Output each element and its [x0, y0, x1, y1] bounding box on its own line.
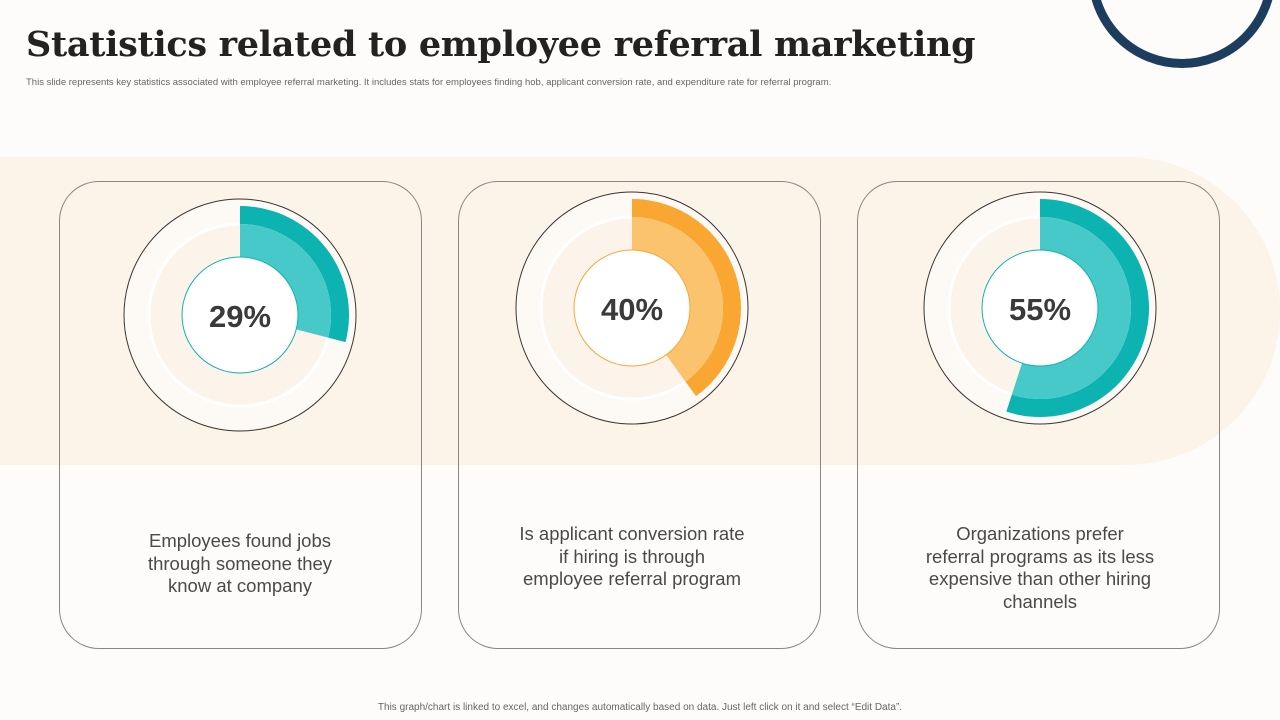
stat-card-2	[458, 181, 821, 649]
stat-description-3: Organizations prefer referral programs a…	[925, 523, 1155, 612]
decorative-ring	[1088, 0, 1276, 68]
stat-card-1	[59, 181, 422, 649]
stat-card-3	[857, 181, 1220, 649]
stat-description-1: Employees found jobs through someone the…	[147, 530, 333, 596]
stat-description-2: Is applicant conversion rate if hiring i…	[519, 523, 745, 589]
page-subtitle: This slide represents key statistics ass…	[26, 77, 832, 88]
page-title: Statistics related to employee referral …	[26, 24, 976, 65]
footer-note: This graph/chart is linked to excel, and…	[377, 702, 903, 713]
